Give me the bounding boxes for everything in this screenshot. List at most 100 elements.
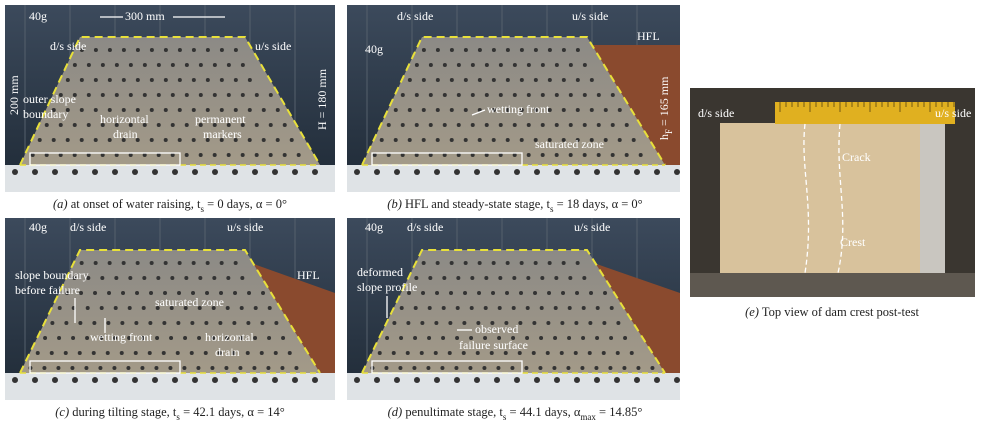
label: H = 180 mm: [315, 68, 329, 130]
marker: [526, 306, 530, 310]
marker: [616, 351, 620, 355]
marker: [492, 138, 496, 142]
base-marker: [212, 377, 218, 383]
marker: [101, 63, 105, 67]
marker: [164, 138, 168, 142]
label: markers: [203, 127, 242, 141]
caption-part: at onset of water raising, t: [68, 197, 201, 211]
marker: [436, 138, 440, 142]
caption-part: = 14.85°: [596, 405, 642, 419]
caption: (e) Top view of dam crest post-test: [745, 305, 919, 319]
marker: [100, 276, 104, 280]
marker: [415, 63, 419, 67]
label: wetting front: [90, 330, 153, 344]
caption-part: = 0 days, α = 0°: [204, 197, 287, 211]
marker: [548, 78, 552, 82]
marker: [114, 306, 118, 310]
caption-part: (a): [53, 197, 68, 211]
marker: [471, 123, 475, 127]
marker: [206, 261, 210, 265]
base-marker: [514, 377, 520, 383]
marker: [450, 78, 454, 82]
marker: [574, 321, 578, 325]
base-marker: [514, 169, 520, 175]
base-marker: [312, 377, 318, 383]
marker: [112, 366, 116, 370]
marker: [142, 306, 146, 310]
marker: [248, 138, 252, 142]
marker: [150, 261, 154, 265]
base-marker: [132, 169, 138, 175]
marker: [520, 78, 524, 82]
marker: [512, 276, 516, 280]
label: u/s side: [574, 220, 610, 234]
marker: [241, 63, 245, 67]
marker: [450, 48, 454, 52]
marker: [42, 366, 46, 370]
marker: [485, 63, 489, 67]
marker: [50, 351, 54, 355]
marker: [269, 123, 273, 127]
label: d/s side: [50, 39, 86, 53]
marker: [148, 321, 152, 325]
base-marker: [192, 169, 198, 175]
marker: [478, 138, 482, 142]
marker: [456, 276, 460, 280]
marker: [162, 321, 166, 325]
marker: [583, 93, 587, 97]
marker: [499, 63, 503, 67]
marker: [261, 291, 265, 295]
marker: [136, 261, 140, 265]
panel-b: d/s side u/s side 40g HFL wetting front …: [347, 5, 680, 192]
marker: [506, 261, 510, 265]
marker: [623, 336, 627, 340]
marker: [384, 366, 388, 370]
marker: [636, 366, 640, 370]
marker: [227, 93, 231, 97]
marker: [73, 123, 77, 127]
marker: [254, 306, 258, 310]
marker: [457, 63, 461, 67]
caption: (c) during tilting stage, ts = 42.1 days…: [55, 405, 285, 422]
marker: [527, 153, 531, 157]
label: d/s side: [698, 106, 734, 120]
marker: [248, 108, 252, 112]
base-marker: [574, 377, 580, 383]
marker: [392, 351, 396, 355]
marker: [588, 351, 592, 355]
marker: [470, 306, 474, 310]
marker: [94, 138, 98, 142]
label: slope boundary: [15, 268, 89, 282]
marker: [506, 138, 510, 142]
base-marker: [152, 169, 158, 175]
marker: [212, 276, 216, 280]
marker: [471, 93, 475, 97]
marker: [143, 63, 147, 67]
marker: [185, 153, 189, 157]
marker: [435, 291, 439, 295]
marker: [199, 93, 203, 97]
marker: [594, 366, 598, 370]
marker: [150, 48, 154, 52]
marker: [597, 93, 601, 97]
marker: [498, 276, 502, 280]
panel-d: 40g d/s side u/s side deformed slope pro…: [347, 218, 680, 400]
label: d/s side: [70, 220, 106, 234]
marker: [80, 138, 84, 142]
marker: [422, 138, 426, 142]
marker: [590, 78, 594, 82]
marker: [387, 123, 391, 127]
marker: [157, 93, 161, 97]
label: permanent: [195, 112, 246, 126]
marker: [213, 63, 217, 67]
marker: [220, 261, 224, 265]
marker: [560, 321, 564, 325]
marker: [266, 366, 270, 370]
base-marker: [454, 169, 460, 175]
label: HFL: [637, 29, 660, 43]
marker: [155, 336, 159, 340]
label: u/s side: [227, 220, 263, 234]
marker: [87, 63, 91, 67]
marker: [190, 351, 194, 355]
base-marker: [252, 169, 258, 175]
